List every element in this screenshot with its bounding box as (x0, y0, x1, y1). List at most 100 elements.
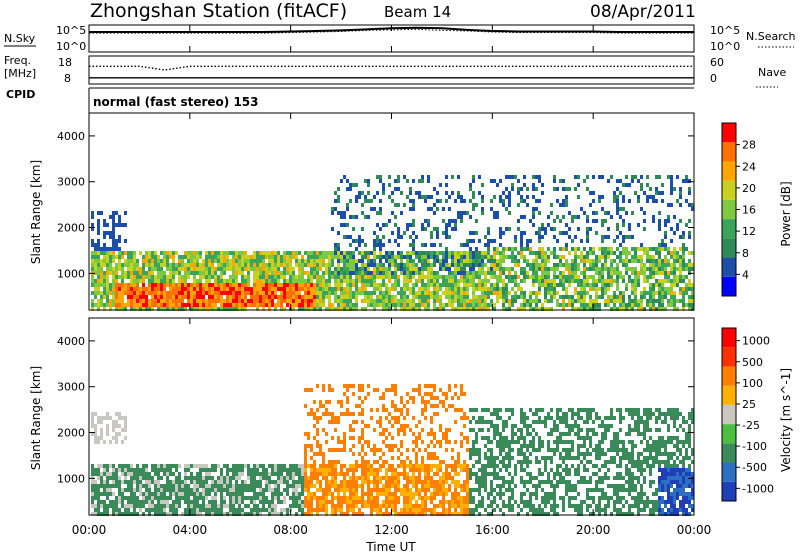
velocity-cell (310, 484, 313, 488)
power-cell (412, 219, 415, 223)
velocity-cell (460, 440, 463, 444)
power-cell (490, 303, 493, 307)
power-cell (502, 259, 505, 263)
velocity-cell (430, 496, 433, 500)
power-cell (574, 275, 577, 279)
power-cell (199, 267, 202, 271)
power-cell (499, 271, 502, 275)
power-cell (94, 279, 97, 283)
power-cell (613, 291, 616, 295)
velocity-cell (115, 480, 118, 484)
velocity-cell (349, 424, 352, 428)
power-cell (478, 255, 481, 259)
power-cell (532, 283, 535, 287)
power-cell (514, 247, 517, 251)
power-cell (541, 183, 544, 187)
power-cell (670, 227, 673, 231)
velocity-cell (211, 480, 214, 484)
power-cell (211, 287, 214, 291)
velocity-cell (295, 500, 298, 504)
velocity-cell (232, 492, 235, 496)
power-cell (277, 251, 280, 255)
velocity-cell (160, 504, 163, 508)
power-cell (412, 291, 415, 295)
velocity-cell (418, 496, 421, 500)
velocity-cell (238, 468, 241, 472)
power-cell (442, 219, 445, 223)
power-cell (526, 203, 529, 207)
power-cell (604, 267, 607, 271)
power-cell (598, 295, 601, 299)
velocity-cell (307, 464, 310, 468)
power-cell (493, 271, 496, 275)
power-cell (253, 263, 256, 267)
power-cell (91, 223, 94, 227)
power-cell (253, 271, 256, 275)
power-cell (253, 291, 256, 295)
power-cell (526, 299, 529, 303)
power-cell (523, 231, 526, 235)
velocity-cell (433, 464, 436, 468)
power-cell (163, 279, 166, 283)
power-cell (229, 287, 232, 291)
power-cell (565, 223, 568, 227)
velocity-cell (400, 400, 403, 404)
velocity-cell (100, 484, 103, 488)
velocity-cell (343, 464, 346, 468)
power-cell (466, 279, 469, 283)
power-cell (304, 287, 307, 291)
velocity-cell (253, 484, 256, 488)
velocity-cell (373, 468, 376, 472)
power-cell (235, 267, 238, 271)
power-cell (511, 303, 514, 307)
power-cell (541, 227, 544, 231)
power-cell (418, 271, 421, 275)
velocity-cell (256, 512, 259, 516)
velocity-cell (127, 512, 130, 516)
power-cell (391, 259, 394, 263)
power-cell (91, 283, 94, 287)
power-cell (151, 259, 154, 263)
power-cell (646, 275, 649, 279)
power-cell (211, 295, 214, 299)
power-cell (445, 231, 448, 235)
power-cell (394, 187, 397, 191)
power-cell (241, 275, 244, 279)
power-cell (109, 263, 112, 267)
power-cell (505, 283, 508, 287)
power-cell (538, 275, 541, 279)
velocity-cell (442, 460, 445, 464)
power-cell (127, 259, 130, 263)
velocity-cell (154, 484, 157, 488)
power-cell (229, 275, 232, 279)
power-cell (556, 283, 559, 287)
power-cell (643, 251, 646, 255)
power-cell (478, 307, 481, 311)
power-cell (364, 275, 367, 279)
power-cell (193, 303, 196, 307)
velocity-cell (433, 492, 436, 496)
power-cell (547, 287, 550, 291)
velocity-cell (175, 484, 178, 488)
power-cell (658, 271, 661, 275)
power-cell (97, 263, 100, 267)
velocity-cell (307, 484, 310, 488)
velocity-cell (124, 436, 127, 440)
power-cell (601, 291, 604, 295)
velocity-cell (337, 500, 340, 504)
velocity-cell (319, 504, 322, 508)
velocity-cell (298, 492, 301, 496)
velocity-cell (295, 472, 298, 476)
power-cell (334, 267, 337, 271)
power-cell (94, 295, 97, 299)
power-cell (352, 271, 355, 275)
velocity-cell (427, 472, 430, 476)
velocity-cell (286, 488, 289, 492)
power-cell (268, 251, 271, 255)
velocity-cell (187, 496, 190, 500)
power-cell (511, 299, 514, 303)
power-cell (457, 255, 460, 259)
velocity-cell (367, 484, 370, 488)
velocity-cell (292, 492, 295, 496)
power-cell (133, 291, 136, 295)
